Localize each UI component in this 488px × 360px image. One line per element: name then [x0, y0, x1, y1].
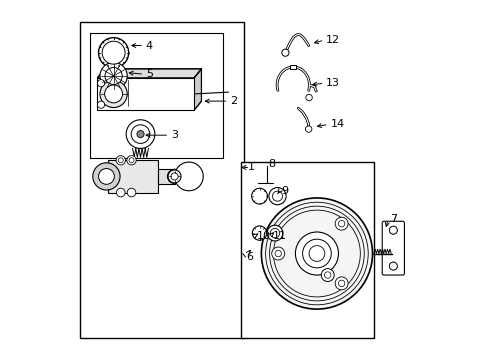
- Circle shape: [97, 101, 104, 108]
- Circle shape: [167, 169, 182, 184]
- Polygon shape: [97, 69, 201, 78]
- Text: 13: 13: [325, 78, 340, 88]
- Circle shape: [270, 228, 279, 238]
- Circle shape: [271, 247, 284, 260]
- Circle shape: [127, 188, 136, 197]
- Circle shape: [388, 262, 396, 270]
- Circle shape: [137, 131, 144, 138]
- Text: 8: 8: [267, 159, 274, 169]
- Text: 10: 10: [257, 231, 270, 240]
- Circle shape: [93, 163, 120, 190]
- Circle shape: [105, 67, 122, 85]
- Circle shape: [100, 80, 127, 108]
- Circle shape: [116, 156, 125, 165]
- Circle shape: [324, 272, 330, 278]
- Circle shape: [388, 262, 396, 270]
- Circle shape: [305, 94, 312, 101]
- Bar: [80, 22, 244, 338]
- Bar: [241, 162, 373, 338]
- Circle shape: [174, 162, 203, 191]
- Circle shape: [266, 225, 282, 241]
- Circle shape: [334, 277, 347, 290]
- Circle shape: [281, 49, 288, 56]
- Circle shape: [97, 80, 104, 87]
- FancyBboxPatch shape: [382, 221, 404, 275]
- Circle shape: [126, 120, 155, 148]
- Text: 5: 5: [145, 69, 153, 79]
- Text: 9: 9: [281, 186, 287, 197]
- Text: 2: 2: [230, 96, 237, 106]
- Text: 11: 11: [272, 231, 286, 240]
- Circle shape: [99, 168, 114, 184]
- Circle shape: [272, 191, 282, 201]
- Circle shape: [171, 173, 178, 180]
- Circle shape: [102, 41, 125, 64]
- Circle shape: [274, 250, 281, 257]
- Text: 7: 7: [389, 215, 396, 224]
- Text: 12: 12: [325, 35, 340, 45]
- Circle shape: [126, 156, 136, 165]
- Circle shape: [388, 226, 396, 234]
- Circle shape: [302, 239, 330, 268]
- Circle shape: [321, 269, 333, 282]
- Circle shape: [295, 232, 338, 275]
- Circle shape: [251, 188, 267, 204]
- Circle shape: [168, 170, 181, 183]
- Circle shape: [388, 226, 396, 234]
- Circle shape: [252, 226, 266, 240]
- Circle shape: [308, 246, 324, 261]
- Circle shape: [100, 62, 127, 90]
- Circle shape: [268, 188, 285, 205]
- Text: 4: 4: [145, 41, 153, 50]
- Circle shape: [99, 38, 128, 68]
- Circle shape: [334, 217, 347, 230]
- Text: 6: 6: [246, 252, 253, 262]
- Circle shape: [338, 220, 344, 227]
- Polygon shape: [108, 160, 158, 193]
- Bar: [383, 223, 402, 273]
- Circle shape: [261, 198, 372, 309]
- Circle shape: [338, 280, 344, 287]
- Text: 14: 14: [330, 120, 344, 129]
- Circle shape: [116, 188, 125, 197]
- Circle shape: [118, 158, 123, 163]
- Text: 3: 3: [171, 130, 178, 140]
- Bar: [97, 78, 194, 110]
- Bar: [158, 169, 174, 184]
- Bar: [290, 64, 296, 69]
- Polygon shape: [194, 69, 201, 110]
- Circle shape: [104, 85, 122, 103]
- Circle shape: [131, 125, 149, 143]
- Text: 1: 1: [247, 162, 255, 172]
- Bar: [90, 33, 223, 158]
- Circle shape: [129, 158, 134, 163]
- Circle shape: [305, 126, 311, 132]
